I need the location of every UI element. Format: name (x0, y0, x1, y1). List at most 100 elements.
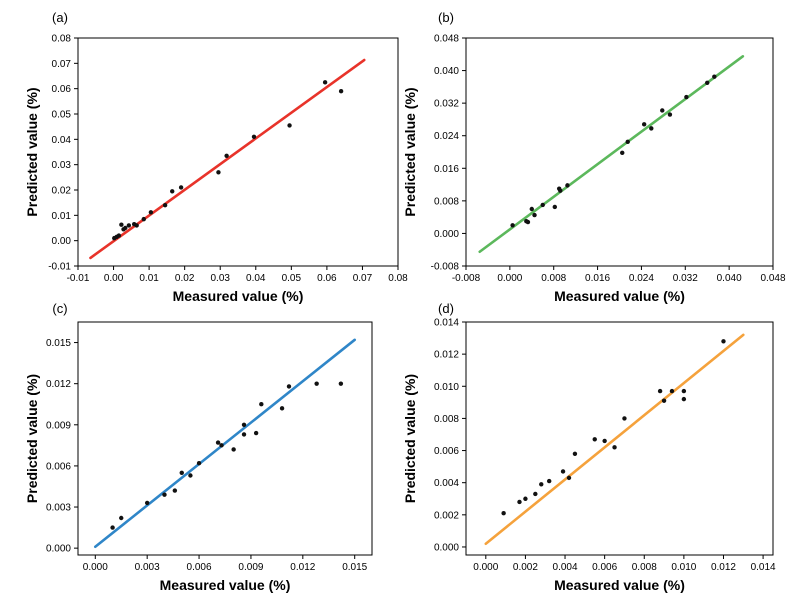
x-tick-label-a: 0.03 (210, 273, 230, 284)
fit-line-d (484, 333, 745, 546)
panel-a: -0.01 0.00 0.01 0.02 0.03 0.04 0.05 0.06 0.07 0.0… (24, 10, 408, 304)
data-point-d (517, 499, 522, 505)
data-point-b (565, 183, 570, 188)
x-tick-label-a: 0.01 (139, 273, 159, 284)
data-point-d (501, 511, 506, 516)
y-tick-label-d: 0.012 (434, 350, 459, 361)
x-tick-label-c: 0.000 (83, 562, 108, 573)
panel-b: -0.008 0.000 0.008 0.016 0.024 0.032 0.040 0.04… (402, 10, 786, 304)
x-tick-label-d: 0.000 (473, 562, 498, 573)
plot-frame-a (77, 37, 399, 267)
data-point-c (162, 492, 167, 497)
data-point-a (251, 134, 257, 139)
data-point-d (622, 416, 627, 421)
x-tick-label-d: 0.004 (553, 562, 578, 573)
x-axis-title-c: Measured value (%) (160, 577, 291, 593)
y-axis-title-a: Predicted value (%) (24, 87, 40, 216)
x-tick-label-c: 0.015 (342, 562, 367, 573)
data-point-d (572, 451, 578, 456)
y-tick-label-c: 0.015 (46, 338, 71, 349)
data-point-c (338, 381, 344, 386)
x-tick-label-b: 0.000 (497, 273, 522, 284)
x-tick-label-d: 0.010 (671, 562, 696, 573)
data-point-a (141, 216, 146, 222)
x-tick-label-a: 0.00 (104, 273, 124, 284)
data-point-d (669, 388, 675, 394)
data-point-a (148, 210, 154, 215)
data-point-c (215, 440, 221, 445)
data-point-b (552, 204, 558, 210)
data-point-a (134, 223, 139, 228)
x-tick-label-a: 0.08 (388, 273, 408, 284)
data-point-d (681, 388, 687, 394)
plot-frame-c (77, 321, 373, 556)
y-axis-title-c: Predicted value (%) (24, 374, 40, 503)
data-point-c (119, 515, 124, 521)
plot-frame-d (465, 321, 774, 556)
data-point-b (558, 188, 563, 193)
data-point-d (602, 438, 607, 444)
data-point-d (721, 339, 726, 344)
x-tick-label-a: 0.02 (175, 273, 195, 284)
y-tick-label-b: 0.032 (434, 99, 459, 110)
data-point-c (144, 500, 150, 506)
x-tick-label-d: 0.014 (751, 562, 776, 573)
y-axis-title-b: Predicted value (%) (402, 87, 418, 216)
x-tick-label-a: 0.04 (246, 273, 266, 284)
data-point-a (338, 89, 344, 94)
data-point-b (712, 74, 717, 79)
data-point-a (162, 203, 168, 208)
y-tick-label-b: 0.040 (434, 66, 459, 77)
panel-label-b: (b) (438, 10, 454, 25)
data-point-b (649, 126, 654, 131)
y-tick-label-a: 0.04 (52, 135, 72, 146)
data-point-b (684, 94, 689, 100)
data-point-c (196, 460, 202, 466)
y-tick-label-a: 0.05 (52, 110, 72, 121)
data-point-d (560, 469, 566, 474)
y-tick-label-d: 0.006 (434, 446, 459, 457)
panel-d: 0.000 0.002 0.004 0.006 0.008 0.010 0.012 0.014… (402, 301, 776, 593)
data-point-a (119, 222, 124, 227)
data-point-a (170, 189, 175, 194)
data-point-a (178, 185, 184, 190)
data-point-c (188, 473, 193, 478)
y-tick-label-b: 0.016 (434, 164, 459, 175)
data-point-d (681, 396, 687, 402)
x-tick-label-b: 0.008 (541, 273, 566, 284)
x-axis-title-d: Measured value (%) (554, 577, 685, 593)
y-tick-label-a: 0.03 (52, 160, 72, 171)
y-tick-label-d: 0.010 (434, 382, 459, 393)
data-point-c (172, 488, 178, 493)
plot-frame-b (465, 37, 774, 267)
y-tick-label-c: 0.006 (46, 461, 71, 472)
x-tick-label-d: 0.008 (632, 562, 657, 573)
data-point-d (592, 437, 597, 442)
data-point-d (661, 398, 667, 403)
data-point-c (259, 402, 264, 407)
y-tick-label-b: 0.024 (434, 131, 459, 142)
x-tick-label-a: 0.07 (353, 273, 373, 284)
panel-label-d: (d) (438, 301, 454, 316)
y-tick-label-a: 0.01 (52, 211, 72, 222)
data-point-b (667, 112, 673, 117)
data-point-c (241, 432, 247, 437)
data-point-b (625, 139, 630, 145)
y-tick-label-a: -0.01 (48, 262, 71, 273)
data-point-b (620, 150, 625, 156)
data-point-d (612, 445, 617, 450)
data-point-a (287, 123, 292, 128)
data-point-a (224, 153, 229, 158)
y-tick-label-d: 0.004 (434, 478, 459, 489)
data-point-b (660, 108, 665, 113)
data-point-b (532, 212, 537, 218)
x-tick-label-c: 0.003 (135, 562, 160, 573)
data-point-c (231, 447, 236, 452)
data-point-a (126, 223, 132, 228)
x-tick-label-a: -0.01 (67, 273, 90, 284)
y-tick-label-c: 0.000 (46, 544, 71, 555)
data-point-a (123, 225, 128, 231)
data-point-d (523, 496, 528, 501)
y-tick-label-b: 0.008 (434, 196, 459, 207)
